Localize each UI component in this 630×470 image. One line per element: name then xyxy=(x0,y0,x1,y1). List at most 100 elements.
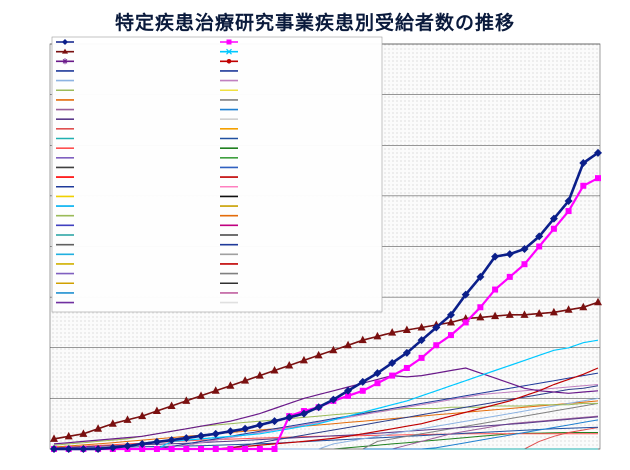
legend-marker xyxy=(62,58,68,65)
data-point xyxy=(241,424,250,433)
data-point xyxy=(388,358,397,367)
data-point xyxy=(271,446,278,452)
data-point xyxy=(345,392,352,399)
data-point xyxy=(123,441,132,450)
data-point xyxy=(344,386,353,395)
data-point xyxy=(402,348,411,357)
data-point xyxy=(183,446,190,452)
data-point xyxy=(270,366,279,374)
data-point xyxy=(226,427,235,436)
data-point xyxy=(255,371,264,379)
legend-marker xyxy=(62,39,68,45)
data-point xyxy=(565,208,572,215)
data-point xyxy=(374,380,381,387)
data-point xyxy=(198,446,205,452)
data-point xyxy=(403,365,410,371)
data-point xyxy=(461,290,470,299)
data-point xyxy=(211,386,220,394)
data-point xyxy=(108,443,117,452)
data-point xyxy=(314,350,323,359)
data-point xyxy=(418,354,425,361)
data-point xyxy=(64,431,73,440)
data-point xyxy=(153,446,160,452)
data-point xyxy=(506,273,513,280)
data-point xyxy=(595,175,601,182)
data-point xyxy=(476,272,485,281)
data-point xyxy=(227,446,234,452)
data-point xyxy=(594,297,602,306)
data-point xyxy=(64,445,73,453)
data-point xyxy=(108,419,117,427)
data-point xyxy=(550,225,557,232)
data-point xyxy=(270,417,279,426)
data-point xyxy=(535,309,544,317)
data-point xyxy=(197,431,206,440)
data-point xyxy=(594,148,602,157)
data-point xyxy=(212,446,219,452)
data-point xyxy=(389,372,396,379)
data-point xyxy=(256,446,263,452)
data-point xyxy=(79,445,88,453)
data-point xyxy=(535,232,544,241)
data-point xyxy=(505,310,514,318)
data-point xyxy=(359,387,366,394)
series-line xyxy=(53,367,599,445)
data-point xyxy=(285,360,294,369)
data-point xyxy=(564,305,573,313)
data-point xyxy=(182,434,191,443)
data-point xyxy=(388,328,397,336)
data-point xyxy=(402,325,411,334)
data-point xyxy=(94,424,103,432)
data-point xyxy=(447,332,454,339)
data-point xyxy=(329,345,338,354)
data-point xyxy=(197,391,206,399)
data-point xyxy=(167,436,176,445)
data-point xyxy=(579,158,588,167)
data-point xyxy=(433,342,440,349)
legend-box xyxy=(51,36,383,313)
data-point xyxy=(564,196,573,205)
data-point xyxy=(50,445,58,453)
data-point xyxy=(520,310,529,318)
legend-marker xyxy=(226,39,232,45)
data-point xyxy=(491,252,500,261)
data-point xyxy=(505,250,514,259)
data-point xyxy=(314,403,323,412)
data-point xyxy=(446,310,455,319)
data-point xyxy=(168,446,175,452)
data-point xyxy=(285,413,294,422)
data-point xyxy=(432,323,441,332)
legend-marker xyxy=(62,48,68,54)
data-point xyxy=(536,243,543,250)
data-point xyxy=(138,439,147,448)
data-point xyxy=(417,336,426,345)
data-point xyxy=(226,381,235,389)
legend-marker xyxy=(226,59,232,64)
legend-marker xyxy=(226,48,232,55)
data-point xyxy=(94,445,103,453)
data-point xyxy=(373,331,382,340)
data-point xyxy=(358,377,367,386)
data-point xyxy=(446,317,455,326)
data-point xyxy=(211,429,220,438)
data-point xyxy=(521,261,528,268)
data-point xyxy=(462,319,469,326)
data-point xyxy=(241,376,250,384)
data-point xyxy=(476,312,485,321)
data-point xyxy=(299,355,308,364)
data-point xyxy=(152,437,161,446)
data-point xyxy=(182,396,191,404)
chart-title: 特定疾患治療研究事業疾患別受給者数の推移 xyxy=(114,12,515,34)
data-point xyxy=(50,434,58,442)
data-point xyxy=(138,411,147,420)
data-point xyxy=(492,286,499,293)
data-point xyxy=(580,182,587,189)
data-point xyxy=(417,323,426,331)
data-point xyxy=(167,401,176,409)
series-line xyxy=(53,400,599,448)
data-point xyxy=(139,446,146,452)
data-point xyxy=(373,369,382,378)
data-point xyxy=(344,340,353,349)
